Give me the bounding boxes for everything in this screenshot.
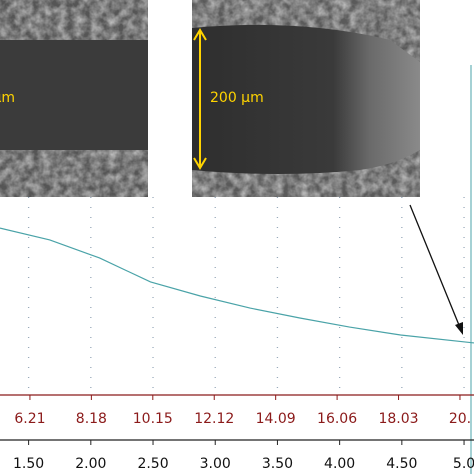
- arrow-head: [455, 322, 463, 335]
- x2-tick-label: 20.: [449, 411, 471, 427]
- x-tick-label: 5.0: [453, 456, 474, 472]
- arrow: [409, 204, 462, 331]
- scale-label: 200 μm: [210, 90, 264, 106]
- x2-tick-label: 8.18: [76, 411, 107, 427]
- x-tick-label: 2.00: [75, 456, 106, 472]
- x2-tick-label: 6.21: [14, 411, 45, 427]
- x-tick-label: 2.50: [137, 456, 168, 472]
- sem-image-right: [192, 0, 420, 197]
- x-tick-label: 3.00: [200, 456, 231, 472]
- x2-tick-label: 16.06: [317, 411, 357, 427]
- x-tick-label: 4.00: [324, 456, 355, 472]
- data-line: [0, 227, 474, 344]
- x-tick-label: 3.50: [262, 456, 293, 472]
- x-tick-label: 4.50: [386, 456, 417, 472]
- sem-image-left: [0, 0, 148, 197]
- scale-label: μm: [0, 90, 15, 106]
- x2-tick-label: 14.09: [256, 411, 296, 427]
- x2-tick-label: 18.03: [378, 411, 418, 427]
- x2-tick-label: 10.15: [133, 411, 173, 427]
- x-tick-label: 1.50: [13, 456, 44, 472]
- x2-tick-label: 12.12: [194, 411, 234, 427]
